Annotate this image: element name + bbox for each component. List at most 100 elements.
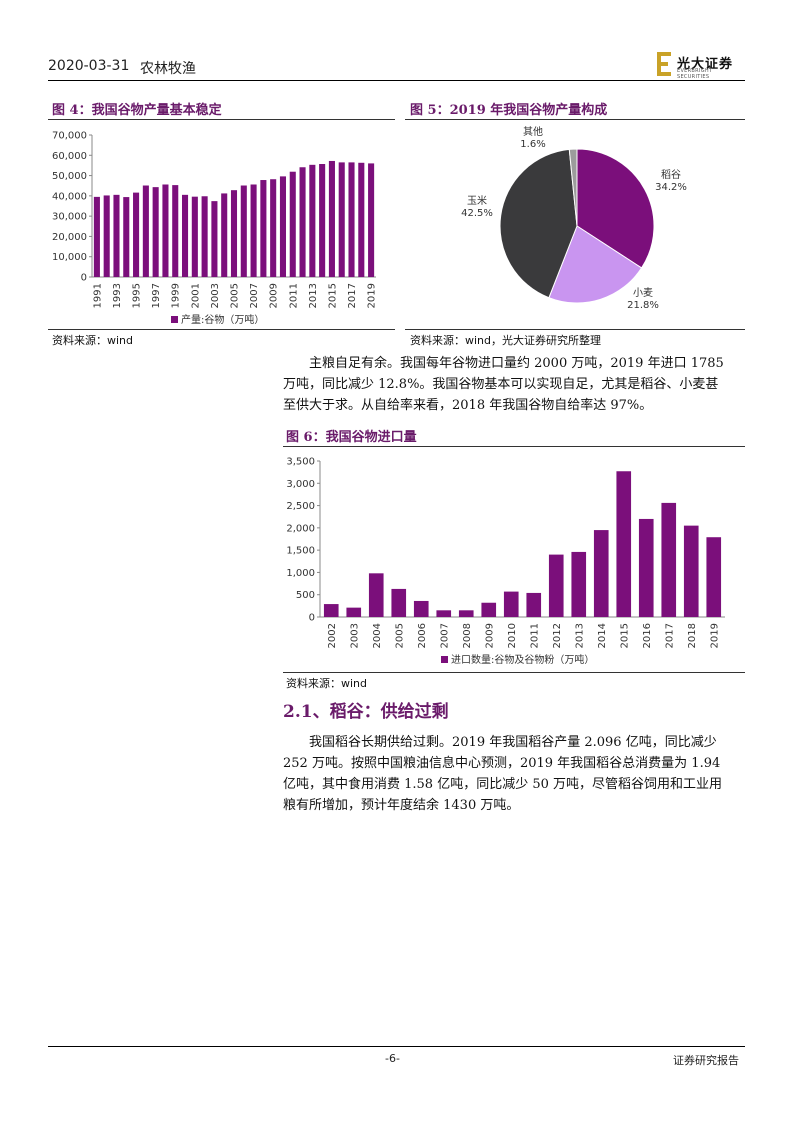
legend-label: 进口数量:谷物及谷物粉（万吨）: [451, 653, 594, 666]
fig4-title: 图 4：我国谷物产量基本稳定: [52, 103, 222, 118]
x-tick-label: 2015: [327, 283, 338, 308]
y-tick-label: 2,000: [286, 523, 315, 534]
x-tick-label: 2017: [664, 623, 675, 648]
logo-mark-icon: [657, 52, 671, 76]
paragraph-2-line-2: 252 万吨。按照中国粮油信息中心预测，2019 年我国稻谷总消费量为 1.94: [283, 756, 721, 771]
x-tick-label: 2017: [347, 283, 358, 308]
y-tick-label: 1,000: [286, 568, 315, 579]
y-tick-label: 50,000: [52, 171, 87, 182]
x-tick-label: 2015: [619, 623, 630, 648]
y-tick-label: 20,000: [52, 232, 87, 243]
pie-label-name: 稻谷: [661, 169, 681, 181]
fig4-chart: 0 10,000 20,000 30,000 40,000 50,000 60,000 70,…: [52, 131, 378, 327]
fig6-source: 资料来源：wind: [286, 677, 368, 690]
pie-label-name: 小麦: [633, 287, 653, 299]
y-tick-label: 3,000: [286, 479, 315, 490]
bar-2009: [481, 602, 497, 617]
pie-label-name: 玉米: [467, 194, 487, 207]
legend-label: 产量:谷物（万吨）: [181, 313, 264, 326]
bar-2016: [638, 518, 654, 617]
bar-2018: [683, 525, 699, 617]
company-logo: 光大证券 EVERBRIGHT SECURITIES: [655, 51, 745, 80]
y-tick-label: 30,000: [52, 212, 87, 223]
x-tick-label: 2013: [308, 283, 319, 308]
x-tick-label: 2001: [190, 283, 201, 308]
fig4-source: 资料来源：wind: [52, 334, 134, 347]
x-tick-label: 2005: [230, 283, 241, 308]
report-date: 2020-03-31: [48, 58, 130, 74]
x-tick-label: 1991: [92, 283, 103, 308]
paragraph-2-line-3: 亿吨，其中食用消费 1.58 亿吨，同比减少 50 万吨，尽管稻谷饲用和工业用: [283, 777, 723, 792]
bar-1991: [93, 196, 100, 277]
bar-2014: [319, 164, 326, 277]
footer-label: 证券研究报告: [673, 1054, 739, 1067]
x-tick-label: 2011: [529, 623, 540, 648]
bar-1998: [162, 184, 169, 277]
pie-label-name: 其他: [523, 125, 543, 138]
bar-1992: [103, 195, 110, 277]
y-tick-label: 0: [309, 613, 315, 624]
bar-2006: [240, 185, 247, 277]
x-tick-label: 2013: [574, 623, 585, 648]
bar-1994: [123, 197, 130, 277]
bar-2004: [221, 193, 228, 277]
page-number: -6-: [385, 1052, 400, 1065]
bar-2013: [571, 551, 587, 617]
paragraph-1-line-2: 万吨，同比减少 12.8%。我国谷物基本可以实现自足，尤其是稻谷、小麦甚: [283, 377, 719, 392]
y-tick-label: 60,000: [52, 151, 87, 162]
paragraph-1-line-3: 至供大于求。从自给率来看，2018 年我国谷物自给率达 97%。: [283, 398, 653, 413]
paragraph-2-line-4: 粮有所增加，预计年度结余 1430 万吨。: [283, 798, 520, 813]
logo-text: 光大证券: [677, 57, 734, 72]
bar-2016: [338, 162, 345, 277]
y-tick-label: 2,500: [286, 501, 315, 512]
paragraph-1-line-1: 主粮自足有余。我国每年谷物进口量约 2000 万吨，2019 年进口 1785: [309, 356, 724, 371]
fig5-source: 资料来源：wind，光大证券研究所整理: [410, 334, 602, 347]
bar-2007: [250, 184, 257, 277]
fig6-source-rule: [283, 672, 745, 673]
y-tick-label: 3,500: [286, 457, 315, 468]
fig6-chart: 0 500 1,000 1,500 2,000 2,500 3,000 3,500 2002 20…: [286, 457, 725, 666]
bar-2004: [368, 573, 384, 617]
bar-2005: [230, 190, 238, 277]
pie-label-pct: 1.6%: [520, 139, 545, 150]
bar-2008: [260, 180, 267, 277]
bar-2012: [548, 554, 564, 617]
x-tick-label: 2009: [269, 283, 280, 308]
bar-2008: [458, 610, 474, 617]
x-tick-label: 2006: [417, 623, 428, 648]
fig5-source-rule: [405, 329, 745, 330]
bar-2015: [616, 471, 632, 617]
y-tick-label: 70,000: [52, 131, 87, 142]
x-tick-label: 1997: [151, 283, 162, 308]
paragraph-2-line-1: 我国稻谷长期供给过剩。2019 年我国稻谷产量 2.096 亿吨，同比减少: [309, 735, 717, 750]
x-tick-label: 1993: [112, 283, 123, 308]
bar-2019: [706, 537, 722, 617]
paragraph-2: 我国稻谷长期供给过剩。2019 年我国稻谷产量 2.096 亿吨，同比减少 25…: [283, 732, 745, 816]
bar-2000: [181, 194, 189, 277]
bar-2015: [328, 160, 335, 277]
footer-rule: [48, 1046, 745, 1047]
pie-label-pct: 42.5%: [461, 208, 493, 219]
bar-1995: [133, 192, 140, 277]
x-tick-label: 2012: [552, 623, 563, 648]
logo-subtext: EVERBRIGHT SECURITIES: [677, 68, 713, 80]
x-tick-label: 2003: [210, 283, 221, 308]
fig6-title: 图 6：我国谷物进口量: [286, 430, 417, 445]
y-tick-label: 0: [81, 273, 87, 284]
paragraph-1: 主粮自足有余。我国每年谷物进口量约 2000 万吨，2019 年进口 1785 …: [283, 353, 745, 416]
bar-2014: [593, 530, 609, 617]
bar-1996: [142, 185, 149, 277]
bar-2006: [413, 600, 429, 617]
bar-2019: [368, 163, 375, 277]
x-tick-label: 2007: [249, 283, 260, 308]
x-tick-label: 2019: [709, 623, 720, 648]
bar-2007: [436, 610, 452, 617]
bar-2002: [201, 196, 208, 277]
bar-2009: [270, 179, 277, 277]
bar-2017: [661, 502, 677, 617]
legend-swatch: [171, 316, 178, 323]
x-tick-label: 2010: [507, 623, 518, 648]
fig4-source-rule: [48, 329, 395, 330]
bar-1997: [152, 187, 159, 277]
